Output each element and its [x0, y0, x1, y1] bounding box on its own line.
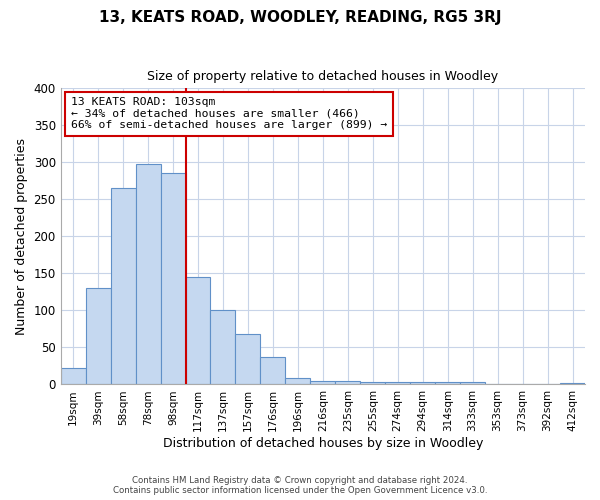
- Bar: [410, 382, 435, 384]
- Bar: [110, 188, 136, 384]
- Bar: [235, 334, 260, 384]
- Bar: [560, 383, 585, 384]
- Bar: [86, 288, 110, 384]
- Bar: [161, 174, 185, 384]
- Bar: [435, 382, 460, 384]
- Bar: [286, 378, 310, 384]
- Text: 13 KEATS ROAD: 103sqm
← 34% of detached houses are smaller (466)
66% of semi-det: 13 KEATS ROAD: 103sqm ← 34% of detached …: [71, 97, 388, 130]
- Title: Size of property relative to detached houses in Woodley: Size of property relative to detached ho…: [147, 70, 499, 83]
- Bar: [335, 382, 360, 384]
- Bar: [460, 382, 485, 384]
- Bar: [136, 164, 161, 384]
- Bar: [310, 381, 335, 384]
- Bar: [211, 310, 235, 384]
- X-axis label: Distribution of detached houses by size in Woodley: Distribution of detached houses by size …: [163, 437, 483, 450]
- Y-axis label: Number of detached properties: Number of detached properties: [15, 138, 28, 335]
- Bar: [185, 277, 211, 384]
- Bar: [61, 368, 86, 384]
- Bar: [385, 382, 410, 384]
- Bar: [360, 382, 385, 384]
- Text: Contains HM Land Registry data © Crown copyright and database right 2024.
Contai: Contains HM Land Registry data © Crown c…: [113, 476, 487, 495]
- Text: 13, KEATS ROAD, WOODLEY, READING, RG5 3RJ: 13, KEATS ROAD, WOODLEY, READING, RG5 3R…: [99, 10, 501, 25]
- Bar: [260, 357, 286, 384]
